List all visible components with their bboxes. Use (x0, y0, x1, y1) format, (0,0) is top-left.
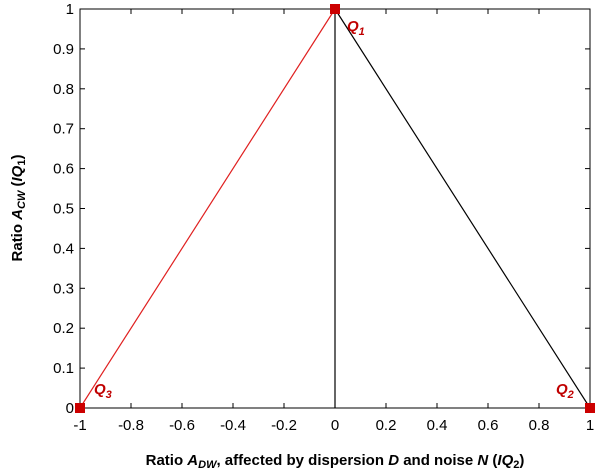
x-tick-label: -0.8 (118, 417, 144, 434)
x-tick-label: 0.4 (427, 417, 448, 434)
x-tick-label: 0 (331, 417, 339, 434)
x-tick-label: 0.6 (478, 417, 499, 434)
y-tick-label: 0.2 (53, 320, 74, 337)
point-marker-q2 (585, 403, 595, 413)
x-tick-label: -0.6 (169, 417, 195, 434)
y-tick-label: 0.4 (53, 240, 74, 257)
point-markers (75, 4, 595, 413)
series-line-1 (79, 8, 336, 409)
y-axis-title: Ratio ACW (IQ1) (9, 155, 28, 262)
point-label-q2: Q2 (556, 381, 574, 401)
axis-ticks: -1 -0.8 -0.6 -0.4 -0.2 0 0.2 0.4 0.6 0.8 1 0 0.1 0.2 0… (53, 1, 594, 434)
point-label-q3: Q3 (94, 381, 112, 401)
point-label-q1: Q1 (347, 18, 365, 38)
y-tick-label: 0.1 (53, 360, 74, 377)
y-tick-label: 0.8 (53, 81, 74, 98)
series-lines (79, 8, 591, 409)
y-tick-label: 0 (66, 400, 74, 417)
x-tick-label: -0.4 (220, 417, 246, 434)
y-tick-label: 1 (66, 1, 74, 18)
y-tick-label: 0.6 (53, 161, 74, 178)
x-tick-label: 0.2 (376, 417, 397, 434)
y-tick-label: 0.9 (53, 41, 74, 58)
point-marker-q3 (75, 403, 85, 413)
x-tick-label: -1 (73, 417, 86, 434)
y-tick-label: 0.3 (53, 280, 74, 297)
x-tick-label: 0.8 (529, 417, 550, 434)
x-tick-label: 1 (586, 417, 594, 434)
x-tick-label: -0.2 (271, 417, 297, 434)
x-axis-title: Ratio ADW, affected by dispersion D and … (146, 452, 525, 471)
point-labels: Q1 Q2 Q3 (94, 18, 574, 401)
y-tick-label: 0.5 (53, 201, 74, 218)
y-tick-label: 0.7 (53, 121, 74, 138)
point-marker-q1 (330, 4, 340, 14)
series-line-2 (334, 8, 591, 409)
